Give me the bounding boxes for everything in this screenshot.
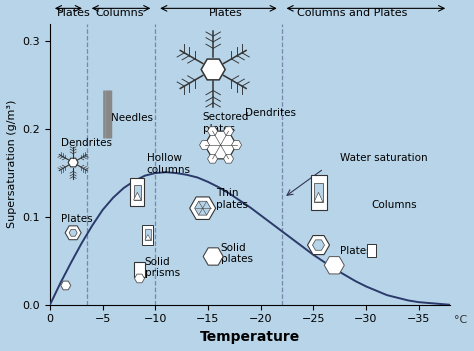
Text: °C: °C bbox=[454, 314, 467, 325]
Polygon shape bbox=[208, 127, 218, 135]
Polygon shape bbox=[145, 234, 151, 240]
Polygon shape bbox=[314, 183, 323, 202]
Text: Solid
prisms: Solid prisms bbox=[145, 257, 180, 278]
Y-axis label: Supersaturation (g/m³): Supersaturation (g/m³) bbox=[7, 100, 17, 229]
Polygon shape bbox=[232, 141, 242, 149]
Text: Dendrites: Dendrites bbox=[61, 139, 111, 148]
Polygon shape bbox=[69, 229, 77, 236]
Polygon shape bbox=[201, 59, 225, 80]
Polygon shape bbox=[134, 185, 141, 200]
Polygon shape bbox=[145, 229, 151, 240]
Text: Dendrites: Dendrites bbox=[245, 108, 296, 118]
Polygon shape bbox=[130, 178, 145, 206]
Polygon shape bbox=[224, 154, 234, 163]
Polygon shape bbox=[65, 226, 81, 240]
Polygon shape bbox=[190, 197, 216, 219]
Polygon shape bbox=[134, 192, 141, 200]
X-axis label: Temperature: Temperature bbox=[200, 330, 300, 344]
Text: Solid
plates: Solid plates bbox=[220, 243, 253, 264]
Polygon shape bbox=[367, 244, 376, 257]
Polygon shape bbox=[203, 248, 223, 265]
Polygon shape bbox=[314, 192, 323, 202]
Text: Plates: Plates bbox=[339, 246, 371, 257]
Text: Columns and Plates: Columns and Plates bbox=[297, 8, 407, 18]
Text: Needles: Needles bbox=[111, 113, 153, 123]
Text: Columns: Columns bbox=[96, 8, 144, 18]
Polygon shape bbox=[61, 281, 71, 290]
Text: Water saturation: Water saturation bbox=[339, 153, 427, 164]
Text: Plates: Plates bbox=[57, 8, 91, 18]
Polygon shape bbox=[312, 240, 325, 250]
Text: Sectored
plates: Sectored plates bbox=[203, 112, 249, 134]
Polygon shape bbox=[324, 257, 344, 274]
Polygon shape bbox=[205, 131, 237, 159]
Text: Plates: Plates bbox=[209, 8, 243, 18]
Polygon shape bbox=[135, 274, 145, 283]
Polygon shape bbox=[142, 225, 154, 245]
Polygon shape bbox=[200, 141, 210, 149]
Polygon shape bbox=[195, 201, 210, 215]
Polygon shape bbox=[208, 154, 218, 163]
Polygon shape bbox=[224, 127, 234, 135]
Polygon shape bbox=[68, 158, 78, 167]
Text: Hollow
columns: Hollow columns bbox=[147, 153, 191, 175]
Text: Plates: Plates bbox=[61, 214, 92, 224]
Polygon shape bbox=[308, 236, 329, 254]
Text: Thin
plates: Thin plates bbox=[216, 188, 248, 210]
Polygon shape bbox=[134, 262, 145, 277]
Polygon shape bbox=[310, 175, 327, 210]
Text: Columns: Columns bbox=[371, 200, 417, 210]
